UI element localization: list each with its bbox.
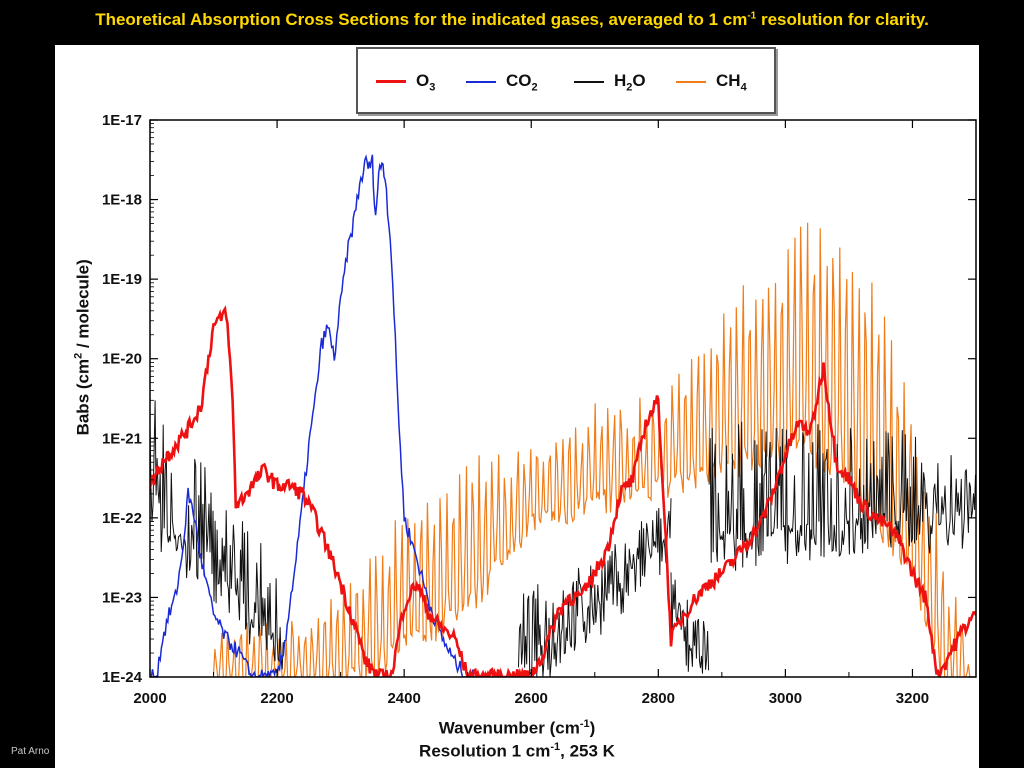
x-axis-title: Wavenumber (cm-1) [55, 718, 979, 739]
legend-label-co2: CO [506, 71, 532, 90]
y-tick-label: 1E-21 [102, 430, 142, 447]
series-layer [150, 154, 976, 677]
legend-sub-co2: 2 [531, 81, 538, 94]
title-superscript: -1 [747, 10, 757, 22]
y-axis-title-text: Babs (cm [73, 358, 93, 436]
series-line-h2o-1 [518, 498, 672, 677]
x-axis-title-end: ) [589, 718, 596, 738]
x-tick-label: 2000 [133, 690, 166, 707]
axis-layer: 1E-17 1E-18 1E-19 1E-20 1E-21 1E-22 1E-23 1E-24… [102, 112, 976, 707]
title-text: Theoretical Absorption Cross Sections fo… [95, 10, 748, 29]
series-line-co2 [150, 154, 481, 677]
slide-title: Theoretical Absorption Cross Sections fo… [0, 10, 1024, 30]
y-axis-title: Babs (cm2 / molecule) [73, 147, 94, 547]
legend-swatch-co2 [466, 80, 496, 83]
legend-label-h2o: H [614, 71, 627, 90]
chart-svg: 1E-17 1E-18 1E-19 1E-20 1E-21 1E-22 1E-23 1E-24… [102, 112, 977, 707]
legend-sub-o3: 3 [429, 81, 436, 94]
x-tick-label: 2400 [387, 690, 420, 707]
series-line-h2o-0 [150, 400, 284, 670]
legend-sub-h2o: 2 [626, 81, 633, 94]
y-tick-label: 1E-22 [102, 510, 142, 527]
x-tick-label: 3200 [896, 690, 929, 707]
x-axis-title-text: Wavenumber (cm [438, 718, 580, 738]
y-tick-label: 1E-23 [102, 589, 142, 606]
legend: O3 CO2 H2O CH4 [356, 47, 776, 114]
x-tick-label: 2600 [515, 690, 548, 707]
x-axis-title-sup: -1 [579, 718, 590, 730]
plot-frame [149, 119, 977, 678]
legend-sub-ch4: 4 [740, 81, 747, 94]
legend-label-h2o-end: O [632, 71, 646, 90]
y-tick-label: 1E-20 [102, 351, 142, 368]
resolution-note: Resolution 1 cm-1, 253 K [55, 741, 979, 762]
resolution-text-end: , 253 K [560, 741, 615, 761]
legend-swatch-o3 [376, 80, 406, 84]
y-tick-label: 1E-24 [102, 669, 143, 686]
y-axis-title-end: / molecule) [73, 259, 93, 353]
legend-entry-co2: CO2 [466, 71, 538, 93]
y-axis-title-sup: 2 [72, 352, 85, 359]
x-tick-label: 2800 [642, 690, 675, 707]
resolution-text: Resolution 1 cm [419, 741, 551, 761]
title-text-end: resolution for clarity. [756, 10, 929, 29]
legend-swatch-ch4 [676, 80, 706, 83]
y-tick-label: 1E-18 [102, 192, 142, 209]
series-clip-group [150, 154, 976, 677]
x-tick-label: 3000 [769, 690, 802, 707]
legend-label-ch4: CH [716, 71, 741, 90]
legend-entry-o3: O3 [376, 71, 435, 93]
plot-card: 1E-17 1E-18 1E-19 1E-20 1E-21 1E-22 1E-23 1E-24… [55, 45, 979, 768]
resolution-sup: -1 [550, 741, 561, 753]
series-line-o3 [150, 305, 976, 677]
legend-label-o3: O [416, 71, 430, 90]
legend-swatch-h2o [574, 80, 604, 83]
x-tick-label: 2200 [260, 690, 293, 707]
legend-entry-ch4: CH4 [676, 71, 747, 93]
y-tick-label: 1E-17 [102, 112, 142, 129]
y-tick-label: 1E-19 [102, 271, 142, 288]
legend-entry-h2o: H2O [574, 71, 646, 93]
footer-credit: Pat Arno [11, 746, 50, 757]
